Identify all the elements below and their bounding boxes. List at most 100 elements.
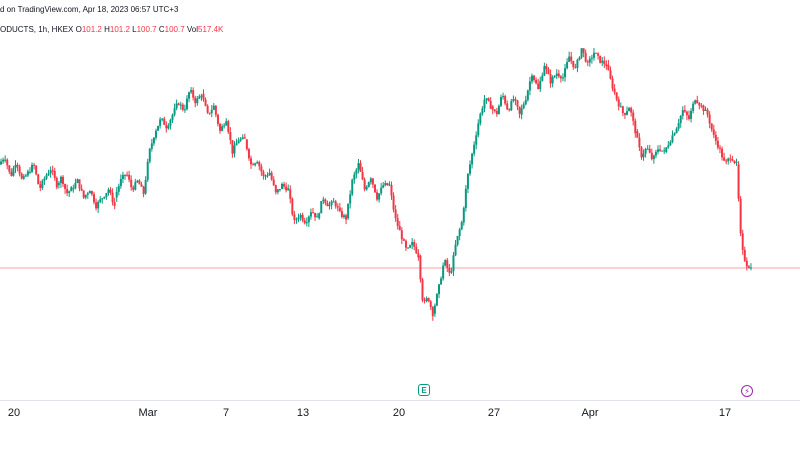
- candle-body: [349, 194, 352, 204]
- candle-body: [431, 307, 434, 317]
- candle-body: [287, 188, 290, 191]
- candle-body: [101, 198, 104, 200]
- candle-body: [630, 107, 633, 113]
- candle-body: [632, 112, 635, 121]
- candle-body: [254, 163, 257, 166]
- earnings-marker[interactable]: E: [418, 384, 430, 396]
- candle-body: [258, 162, 261, 167]
- candle-body: [617, 99, 620, 107]
- candle-body: [694, 100, 697, 104]
- candle-body: [132, 187, 135, 190]
- candle-body: [221, 126, 224, 131]
- candlestick-chart[interactable]: [0, 0, 800, 400]
- candle-body: [347, 203, 350, 219]
- candle-body: [382, 185, 385, 188]
- candle-body: [553, 76, 556, 78]
- candle-body: [107, 189, 110, 194]
- candle-body: [198, 96, 201, 99]
- candle-body: [6, 159, 9, 166]
- candle-body: [297, 217, 300, 220]
- candle-body: [663, 150, 666, 152]
- candle-body: [572, 60, 575, 67]
- candle-body: [613, 88, 616, 93]
- candle-body: [223, 125, 226, 127]
- candle-body: [264, 175, 267, 177]
- candle-body: [82, 190, 85, 198]
- low-label: L: [132, 25, 137, 34]
- candle-body: [650, 152, 653, 160]
- candle-body: [702, 105, 705, 111]
- candle-body: [318, 213, 321, 219]
- candle-body: [679, 115, 682, 124]
- candle-body: [700, 105, 703, 107]
- candle-body: [727, 158, 730, 162]
- candle-body: [355, 169, 358, 175]
- candle-body: [659, 149, 662, 151]
- candle-body: [14, 164, 17, 169]
- candle-body: [396, 218, 399, 226]
- candle-body: [423, 300, 426, 302]
- candle-body: [35, 165, 38, 175]
- candle-body: [245, 139, 248, 150]
- candle-body: [212, 105, 215, 110]
- candle-body: [311, 212, 314, 214]
- candle-body: [353, 174, 356, 180]
- candle-body: [252, 164, 255, 166]
- candle-body: [402, 239, 405, 241]
- candle-body: [204, 99, 207, 106]
- candle-body: [733, 160, 736, 163]
- candle-body: [623, 113, 626, 115]
- candle-body: [179, 104, 182, 106]
- time-axis[interactable]: 20 Mar 7 13 20 27 Apr 17: [0, 400, 800, 430]
- candle-body: [400, 230, 403, 240]
- candle-body: [417, 253, 420, 258]
- candle-body: [712, 129, 715, 135]
- candle-body: [427, 298, 430, 302]
- candle-body: [373, 184, 376, 193]
- candle-body: [504, 96, 507, 104]
- candle-body: [592, 52, 595, 58]
- candle-body: [551, 77, 554, 84]
- candle-body: [597, 53, 600, 56]
- candle-body: [361, 171, 364, 180]
- candle-body: [409, 245, 412, 248]
- symbol-info: ODUCTS, 1h, HKEX: [0, 25, 74, 34]
- dividend-marker[interactable]: ⚡: [741, 385, 753, 397]
- candle-body: [64, 184, 67, 189]
- candle-body: [588, 58, 591, 63]
- candle-body: [95, 202, 98, 209]
- candle-body: [117, 186, 120, 192]
- candle-body: [62, 176, 65, 185]
- candle-body: [683, 110, 686, 112]
- candle-body: [121, 174, 124, 179]
- candle-body: [239, 138, 242, 141]
- candle-body: [289, 189, 292, 199]
- candle-body: [72, 188, 75, 190]
- candle-body: [169, 119, 172, 126]
- candle-body: [274, 185, 277, 193]
- candle-body: [541, 75, 544, 81]
- candle-body: [330, 201, 333, 205]
- candle-body: [634, 120, 637, 134]
- candle-body: [272, 179, 275, 186]
- candle-body: [537, 83, 540, 90]
- candle-body: [59, 176, 62, 183]
- candle-body: [338, 207, 341, 211]
- candle-body: [574, 66, 577, 68]
- candle-body: [345, 215, 348, 220]
- candle-body: [22, 176, 25, 179]
- candle-body: [516, 100, 519, 107]
- candle-body: [177, 103, 180, 105]
- candle-body: [454, 244, 457, 256]
- volume-value: 517.4K: [198, 25, 224, 34]
- candle-body: [615, 92, 618, 100]
- candle-body: [485, 98, 488, 100]
- candles-group: [0, 48, 752, 321]
- candle-body: [491, 106, 494, 110]
- candle-body: [729, 158, 732, 160]
- close-label: C: [158, 25, 165, 34]
- candle-body: [113, 202, 116, 206]
- candle-body: [299, 214, 302, 218]
- candle-body: [652, 155, 655, 160]
